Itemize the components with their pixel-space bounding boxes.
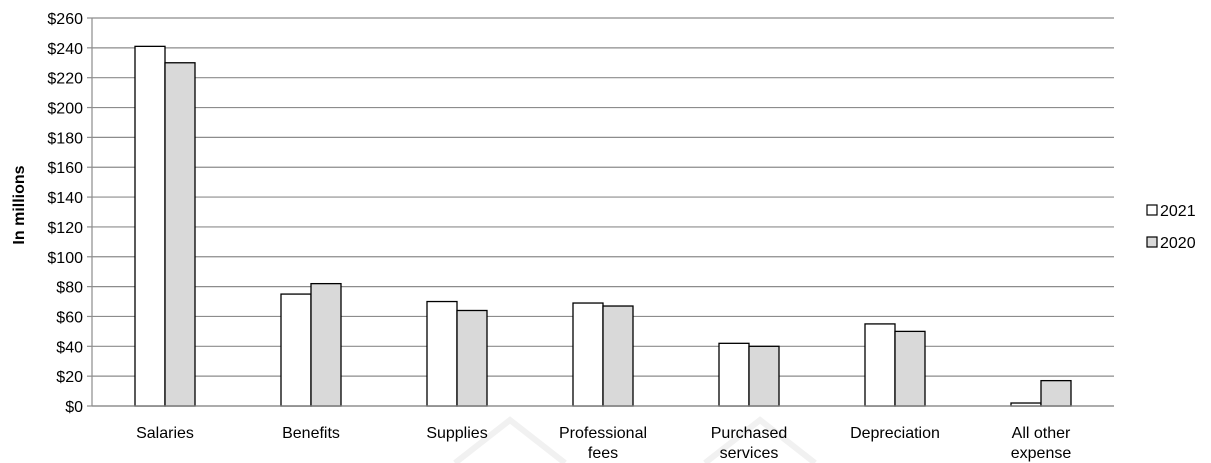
bar-2021 (864, 323, 896, 407)
bar-2020 (1040, 379, 1072, 407)
y-tick-label: $200 (47, 101, 83, 118)
y-tick-label: $260 (47, 11, 83, 28)
bar-2021 (426, 300, 458, 407)
bar-2020 (164, 62, 196, 407)
y-tick-label: $100 (47, 250, 83, 267)
bar-2021 (572, 302, 604, 407)
bar-2021 (134, 45, 166, 407)
legend-label-2021: 2021 (1160, 203, 1196, 220)
y-axis-title: In millions (11, 165, 28, 244)
legend: 2021 2020 (1146, 203, 1196, 252)
bar-2021 (280, 293, 312, 407)
y-tick-label: $240 (47, 41, 83, 58)
bar-2020 (456, 309, 488, 407)
y-tick-label: $40 (56, 339, 83, 356)
legend-swatch-2020 (1146, 236, 1158, 248)
bar-2020 (602, 305, 634, 407)
x-tick-label: Supplies (426, 425, 487, 442)
y-tick-labels: $0 $20 $40 $60 $80 $100 $120 $140 $160 $180 $200 $2… (47, 11, 83, 416)
x-tick-label: Benefits (282, 425, 340, 442)
legend-label-2020: 2020 (1160, 235, 1196, 252)
watermark (453, 416, 817, 463)
x-tick-label: Purchased services (711, 425, 788, 462)
bar-2020 (310, 282, 342, 407)
y-tick-label: $220 (47, 71, 83, 88)
y-tick-label: $0 (65, 399, 83, 416)
y-tick-label: $120 (47, 220, 83, 237)
axes (91, 18, 1114, 407)
x-tick-label: Salaries (136, 425, 194, 442)
bar-2021 (718, 342, 750, 407)
y-tick-label: $140 (47, 190, 83, 207)
x-tick-label: All other expense (1011, 425, 1072, 462)
y-tick-label: $60 (56, 309, 83, 326)
bar-2020 (748, 345, 780, 407)
y-tick-label: $160 (47, 160, 83, 177)
y-tick-label: $180 (47, 130, 83, 147)
bar-2020 (894, 330, 926, 407)
bars (134, 45, 1072, 407)
x-tick-label: Professional fees (559, 425, 647, 462)
x-tick-label: Depreciation (850, 425, 940, 442)
x-tick-labels: Salaries Benefits Supplies Professional fees… (136, 425, 1071, 462)
y-tick-label: $20 (56, 369, 83, 386)
legend-swatch-2021 (1146, 204, 1158, 216)
y-tick-label: $80 (56, 280, 83, 297)
